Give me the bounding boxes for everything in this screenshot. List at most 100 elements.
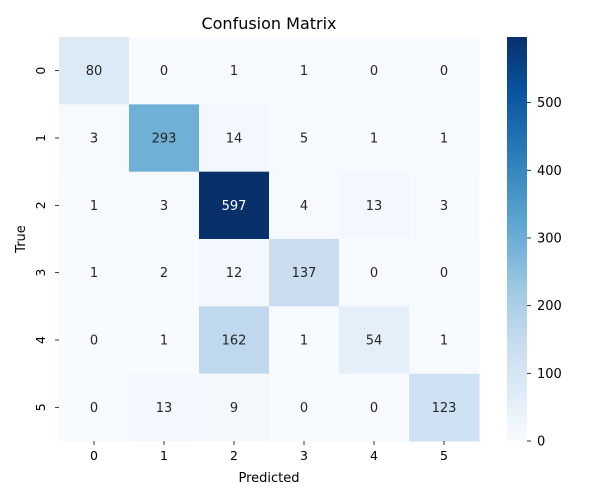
heatmap-cell (59, 104, 130, 173)
heatmap-cell (129, 171, 200, 240)
heatmap-cell (409, 37, 480, 105)
y-tick-label: 0 (33, 67, 48, 75)
heatmap-cell (199, 37, 270, 105)
cell-value-label: 5 (300, 132, 308, 147)
cell-value-label: 0 (90, 334, 98, 349)
cell-value-label: 12 (226, 266, 243, 281)
cell-value-label: 1 (90, 266, 98, 281)
x-tick-label: 2 (230, 448, 238, 463)
cell-value-label: 3 (440, 199, 448, 214)
heatmap-cell (199, 373, 270, 442)
heatmap-cell (409, 171, 480, 240)
heatmap-cell (199, 171, 270, 240)
cell-value-label: 3 (160, 199, 168, 214)
colorbar-tick-label: 400 (537, 164, 562, 179)
cell-value-label: 0 (370, 64, 378, 79)
heatmap-cell (59, 171, 130, 240)
heatmap-cell (339, 104, 410, 173)
x-axis-label: Predicted (238, 471, 299, 486)
cell-value-label: 1 (440, 334, 448, 349)
colorbar-tick-label: 500 (537, 96, 562, 111)
heatmap-cell (409, 239, 480, 307)
cell-value-label: 597 (222, 199, 247, 214)
x-tick-label: 4 (370, 448, 378, 463)
cell-value-label: 54 (366, 334, 383, 349)
cell-value-label: 123 (432, 401, 457, 416)
cell-value-label: 1 (160, 334, 168, 349)
heatmap-cell (269, 171, 340, 240)
colorbar-tick-label: 0 (537, 435, 545, 450)
heatmap-cell (129, 37, 200, 105)
heatmap-cell (339, 37, 410, 105)
y-axis-ticks: 0 1 2 3 4 5 (33, 67, 59, 411)
cell-value-label: 0 (300, 401, 308, 416)
heatmap-cells: 80 0 1 1 0 03 293 14 5 1 11 3 597 4 13 31 2 12 137 0 00 1 162 1… (59, 37, 480, 442)
colorbar-ticks: 0 100 200 300 400 500 (527, 96, 562, 450)
y-tick-label: 1 (33, 134, 48, 142)
cell-value-label: 9 (230, 401, 238, 416)
heatmap-cell (409, 373, 480, 442)
heatmap-cell (269, 104, 340, 173)
heatmap-cell (339, 373, 410, 442)
cell-value-label: 1 (90, 199, 98, 214)
cell-value-label: 4 (300, 199, 308, 214)
colorbar-tick-label: 100 (537, 367, 562, 382)
cell-value-label: 0 (160, 64, 168, 79)
heatmap-cell (339, 306, 410, 375)
y-tick-label: 5 (33, 403, 48, 411)
heatmap-cell (59, 373, 130, 442)
heatmap-cell (339, 171, 410, 240)
y-tick-label: 3 (33, 269, 48, 277)
heatmap-cell (129, 306, 200, 375)
cell-value-label: 0 (370, 401, 378, 416)
colorbar-tick-label: 200 (537, 299, 562, 314)
heatmap-cell (269, 239, 340, 307)
cell-value-label: 13 (156, 401, 173, 416)
x-tick-label: 5 (440, 448, 448, 463)
colorbar (507, 37, 527, 441)
chart-title: Confusion Matrix (201, 14, 336, 33)
cell-value-label: 0 (440, 266, 448, 281)
cell-value-label: 14 (226, 132, 243, 147)
heatmap-cell (199, 306, 270, 375)
heatmap-cell (269, 37, 340, 105)
x-tick-label: 1 (160, 448, 168, 463)
cell-value-label: 0 (440, 64, 448, 79)
cell-value-label: 1 (370, 132, 378, 147)
cell-value-label: 162 (222, 334, 247, 349)
cell-value-label: 1 (300, 334, 308, 349)
heatmap-cell (59, 37, 130, 105)
cell-value-label: 13 (366, 199, 383, 214)
heatmap-cell (409, 306, 480, 375)
heatmap-cell (129, 239, 200, 307)
cell-value-label: 1 (230, 64, 238, 79)
heatmap-cell (199, 104, 270, 173)
y-tick-label: 2 (33, 201, 48, 209)
cell-value-label: 1 (300, 64, 308, 79)
x-axis-ticks: 0 1 2 3 4 5 (90, 441, 448, 463)
heatmap-cell (269, 306, 340, 375)
cell-value-label: 2 (160, 266, 168, 281)
y-tick-label: 4 (33, 336, 48, 344)
cell-value-label: 0 (370, 266, 378, 281)
heatmap-cell (59, 306, 130, 375)
cell-value-label: 1 (440, 132, 448, 147)
heatmap-cell (269, 373, 340, 442)
heatmap-cell (409, 104, 480, 173)
heatmap-cell (129, 104, 200, 173)
cell-value-label: 137 (292, 266, 317, 281)
heatmap-cell (59, 239, 130, 307)
x-tick-label: 0 (90, 448, 98, 463)
x-tick-label: 3 (300, 448, 308, 463)
heatmap-cell (339, 239, 410, 307)
y-axis-label: True (14, 225, 29, 254)
heatmap-cell (129, 373, 200, 442)
colorbar-tick-label: 300 (537, 231, 562, 246)
cell-value-label: 293 (152, 132, 177, 147)
cell-value-label: 0 (90, 401, 98, 416)
cell-value-label: 3 (90, 132, 98, 147)
heatmap-cell (199, 239, 270, 307)
cell-value-label: 80 (86, 64, 103, 79)
